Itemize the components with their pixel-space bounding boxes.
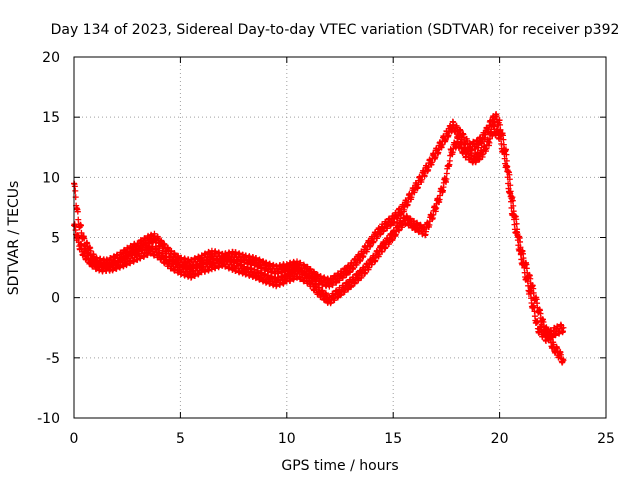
data-point	[379, 248, 386, 255]
x-tick-label: 10	[278, 431, 296, 447]
data-point	[507, 193, 514, 200]
y-axis-label: SDTVAR / TECUs	[6, 181, 22, 296]
x-tick-label: 20	[491, 431, 509, 447]
y-tick-label: -10	[37, 411, 60, 427]
x-tick-label: 0	[70, 431, 79, 447]
data-point	[560, 357, 567, 364]
data-point	[505, 180, 512, 187]
plot-frame	[73, 56, 607, 419]
data-point	[443, 175, 450, 182]
chart-title: Day 134 of 2023, Sidereal Day-to-day VTE…	[51, 22, 620, 38]
data-point	[534, 318, 541, 325]
data-point	[81, 235, 88, 242]
data-point	[508, 204, 515, 211]
data-point	[74, 208, 81, 215]
data-point	[508, 198, 515, 205]
y-tick-label: -5	[46, 351, 60, 367]
data-point	[514, 237, 521, 244]
data-point	[432, 154, 439, 161]
x-tick-label: 15	[384, 431, 402, 447]
data-point	[77, 222, 84, 229]
data-point	[72, 187, 79, 194]
data-point	[497, 135, 504, 142]
y-tick-label: 15	[42, 110, 60, 126]
data-point	[446, 157, 453, 164]
data-series	[71, 111, 567, 366]
data-point	[504, 168, 511, 175]
x-axis-label: GPS time / hours	[281, 458, 398, 474]
data-point	[511, 216, 518, 223]
series-track-b	[71, 122, 567, 344]
x-tick-label: 25	[597, 431, 615, 447]
series-track-a	[71, 111, 567, 366]
data-point	[504, 174, 511, 181]
data-point	[560, 324, 567, 331]
y-tick-label: 5	[51, 231, 60, 247]
y-tick-label: 0	[51, 291, 60, 307]
y-tick-label: 20	[42, 50, 60, 66]
x-tick-label: 5	[176, 431, 185, 447]
data-point	[517, 246, 524, 253]
y-tick-label: 10	[42, 170, 60, 186]
data-point	[501, 155, 508, 162]
